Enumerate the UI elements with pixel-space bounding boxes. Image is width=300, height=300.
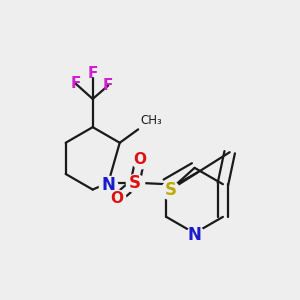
Text: O: O: [111, 191, 124, 206]
Text: O: O: [133, 152, 146, 167]
Text: CH₃: CH₃: [140, 114, 162, 127]
Text: F: F: [103, 78, 113, 93]
Text: S: S: [129, 174, 141, 192]
Text: F: F: [88, 67, 98, 82]
Text: N: N: [188, 226, 202, 244]
Text: F: F: [70, 76, 81, 91]
Text: N: N: [101, 176, 115, 194]
Text: S: S: [164, 181, 176, 199]
